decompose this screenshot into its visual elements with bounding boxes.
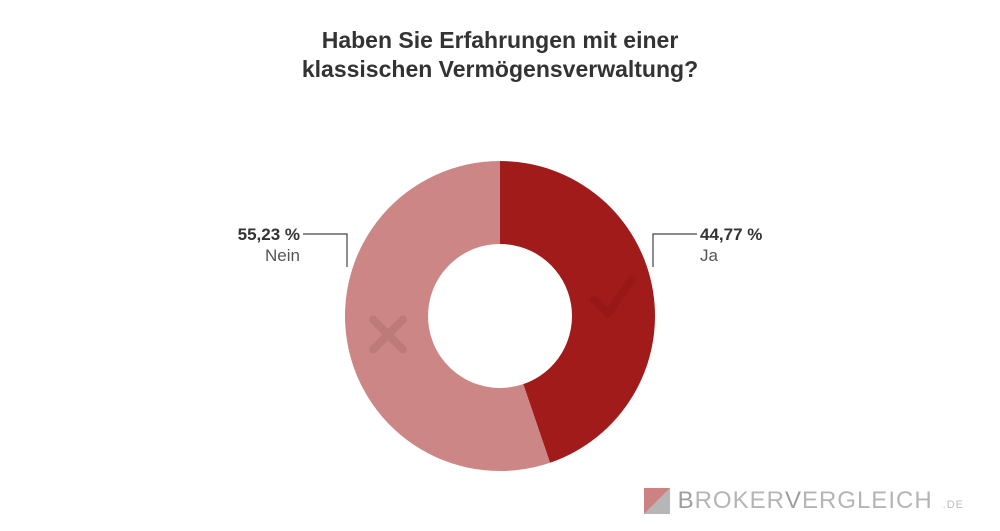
brand-word-ergleich: ERGLEICH	[802, 487, 933, 514]
callout-ja: 44,77 % Ja	[700, 224, 762, 267]
ja-percent: 44,77 %	[700, 224, 762, 245]
title-line-1: Haben Sie Erfahrungen mit einer	[322, 27, 679, 53]
nein-percent: 55,23 %	[238, 224, 300, 245]
brand-tld: .DE	[943, 499, 964, 511]
chart-title: Haben Sie Erfahrungen mit einer klassisc…	[0, 0, 1000, 84]
brand-wordmark: BROKERVERGLEICH	[678, 487, 933, 515]
nein-label: Nein	[238, 245, 300, 266]
title-line-2: klassischen Vermögensverwaltung?	[302, 56, 698, 82]
callout-nein: 55,23 % Nein	[238, 224, 300, 267]
ja-label: Ja	[700, 245, 762, 266]
brand-letter-V: V	[785, 487, 802, 514]
brand-logo: BROKERVERGLEICH .DE	[644, 487, 964, 515]
brand-mark-icon	[644, 488, 670, 514]
brand-word-roker: ROKER	[695, 487, 785, 514]
leader-lines	[0, 84, 1000, 484]
brand-letter-B: B	[678, 487, 695, 514]
donut-chart: 44,77 % Ja 55,23 % Nein	[0, 84, 1000, 484]
